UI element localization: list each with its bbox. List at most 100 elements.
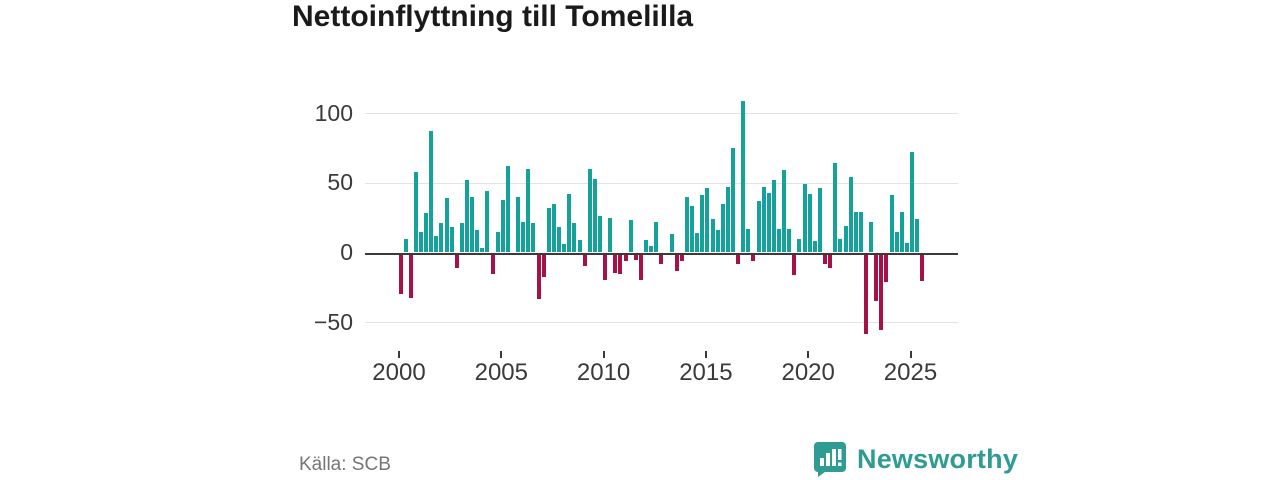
bar-69 <box>751 254 756 262</box>
bar-33 <box>567 193 572 253</box>
bar-68 <box>746 228 751 253</box>
bar-51 <box>659 254 664 265</box>
bar-6 <box>429 131 434 253</box>
bar-95 <box>884 254 889 283</box>
bar-66 <box>736 254 741 265</box>
bar-63 <box>720 203 725 253</box>
bar-15 <box>475 230 480 253</box>
bar-53 <box>669 234 674 253</box>
x-tick-2020 <box>807 351 810 358</box>
bar-101 <box>915 219 920 253</box>
bar-16 <box>480 248 485 253</box>
bar-39 <box>597 216 602 253</box>
bar-55 <box>679 254 684 262</box>
bar-98 <box>899 212 904 253</box>
bar-82 <box>817 188 822 253</box>
gridline-50 <box>365 182 958 184</box>
x-label-2015: 2015 <box>679 359 733 386</box>
bar-34 <box>572 223 577 253</box>
bar-31 <box>557 227 562 253</box>
x-tick-2005 <box>500 351 503 358</box>
bar-60 <box>705 188 710 253</box>
bar-77 <box>792 254 797 276</box>
x-tick-2000 <box>398 351 400 358</box>
bar-73 <box>771 180 776 253</box>
bar-26 <box>531 223 536 253</box>
bar-62 <box>715 230 720 253</box>
bar-19 <box>495 231 500 253</box>
bar-89 <box>853 212 858 253</box>
bar-11 <box>454 254 459 269</box>
source-caption: Källa: SCB <box>299 454 391 475</box>
bar-49 <box>649 245 654 253</box>
bar-7 <box>434 235 439 253</box>
bar-20 <box>500 199 505 253</box>
bar-57 <box>690 206 695 253</box>
bar-44 <box>623 254 628 262</box>
bar-64 <box>725 186 730 253</box>
bar-29 <box>546 207 551 253</box>
bar-38 <box>592 178 597 253</box>
x-tick-2025 <box>909 351 912 358</box>
bar-48 <box>644 239 649 253</box>
bar-54 <box>674 254 679 272</box>
bar-35 <box>577 239 582 253</box>
bar-83 <box>823 254 828 265</box>
bar-94 <box>879 254 884 330</box>
y-label-0: 0 <box>340 239 353 265</box>
bar-96 <box>889 195 894 253</box>
bar-81 <box>812 241 817 253</box>
x-label-2005: 2005 <box>474 359 528 386</box>
bar-90 <box>858 212 863 253</box>
gridline--50 <box>365 322 958 324</box>
bar-12 <box>459 223 464 253</box>
bar-43 <box>618 254 623 275</box>
bar-65 <box>730 147 735 253</box>
bar-4 <box>418 231 423 253</box>
bar-61 <box>710 219 715 253</box>
y-label--50: −50 <box>313 308 353 335</box>
brand-name: Newsworthy <box>857 443 1019 474</box>
bar-2 <box>408 254 413 298</box>
bar-92 <box>869 221 874 253</box>
bar-27 <box>536 254 541 300</box>
bar-72 <box>766 192 771 253</box>
bar-86 <box>838 238 843 253</box>
bar-28 <box>541 254 546 277</box>
bar-80 <box>807 193 812 253</box>
bar-9 <box>444 198 449 253</box>
bar-32 <box>562 244 567 253</box>
bar-87 <box>843 226 848 253</box>
bar-67 <box>741 100 746 253</box>
bar-84 <box>828 254 833 269</box>
bar-93 <box>874 254 879 301</box>
bar-14 <box>470 196 475 253</box>
bar-74 <box>777 228 781 253</box>
bar-3 <box>413 171 418 253</box>
bar-56 <box>684 196 689 253</box>
chart-title: Nettoinflyttning till Tomelilla <box>292 0 694 33</box>
bar-91 <box>863 254 868 334</box>
bar-1 <box>403 238 408 253</box>
bar-25 <box>526 168 531 253</box>
bar-36 <box>582 254 587 266</box>
bar-30 <box>551 203 556 253</box>
bar-24 <box>521 221 526 253</box>
gridline-100 <box>365 113 958 115</box>
bar-59 <box>700 195 705 253</box>
bar-102 <box>920 254 925 281</box>
bar-13 <box>464 180 469 253</box>
bar-79 <box>802 184 807 253</box>
bar-97 <box>894 231 899 253</box>
plot-area <box>365 85 958 345</box>
bar-58 <box>695 232 700 253</box>
x-tick-2015 <box>704 351 707 358</box>
bar-21 <box>505 166 510 253</box>
bar-10 <box>449 227 454 253</box>
bar-88 <box>848 177 853 253</box>
bar-18 <box>490 254 495 275</box>
bar-42 <box>613 254 618 273</box>
bar-100 <box>910 152 914 253</box>
bar-71 <box>761 186 766 253</box>
